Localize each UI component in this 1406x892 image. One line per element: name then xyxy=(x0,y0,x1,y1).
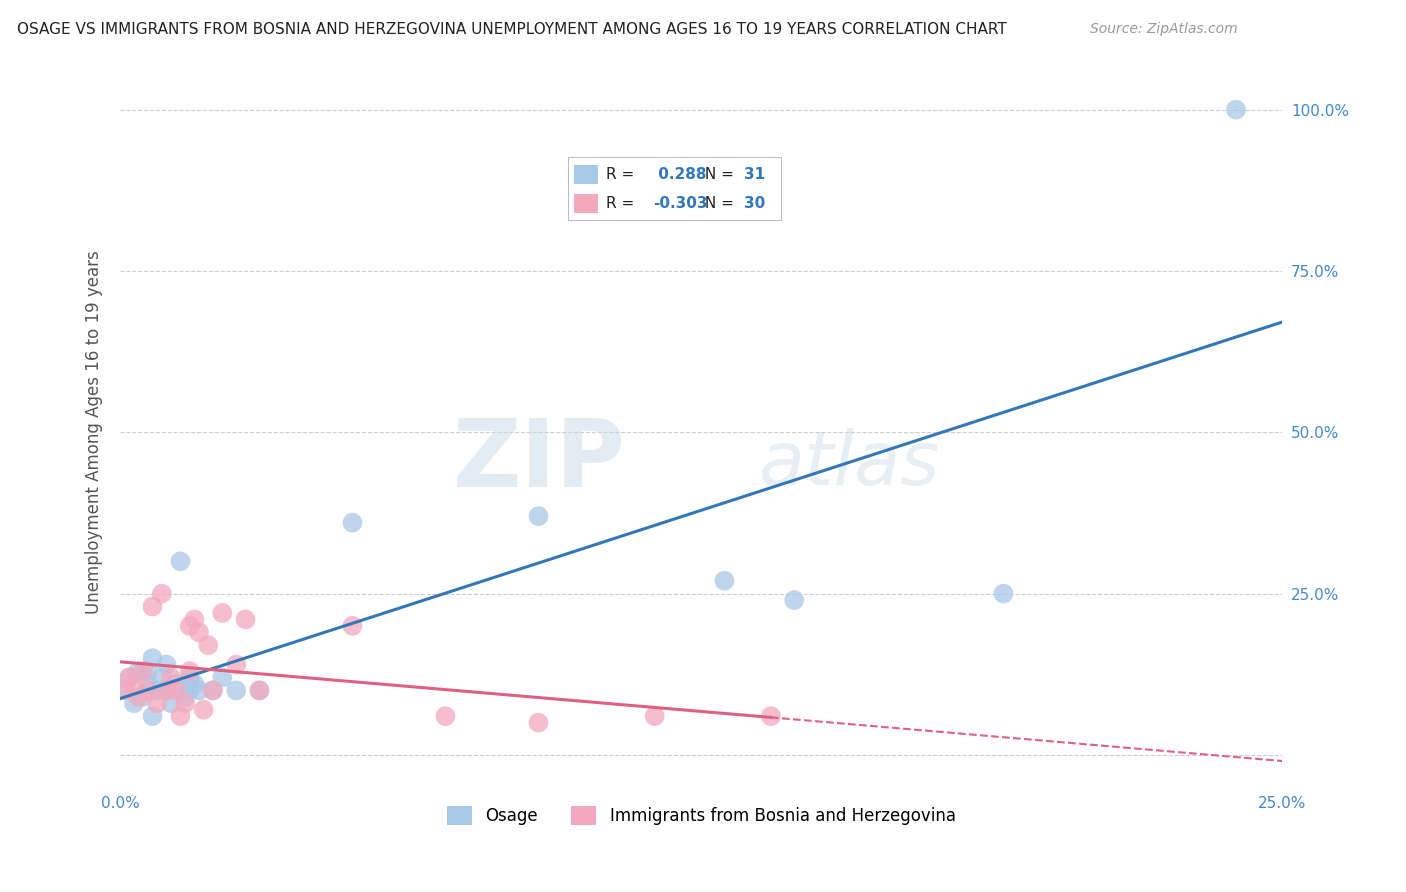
Point xyxy=(141,651,163,665)
Point xyxy=(342,516,364,530)
Point xyxy=(118,671,141,685)
Y-axis label: Unemployment Among Ages 16 to 19 years: Unemployment Among Ages 16 to 19 years xyxy=(86,251,103,615)
Point xyxy=(225,683,247,698)
Point xyxy=(136,664,159,678)
Point xyxy=(136,677,159,691)
Point xyxy=(141,599,163,614)
Point xyxy=(165,677,187,691)
Point xyxy=(128,690,150,704)
Point xyxy=(759,709,782,723)
Point xyxy=(783,593,806,607)
Point xyxy=(527,509,550,524)
Text: 31: 31 xyxy=(744,168,765,182)
Text: atlas: atlas xyxy=(759,428,941,500)
Text: Source: ZipAtlas.com: Source: ZipAtlas.com xyxy=(1090,22,1237,37)
Point xyxy=(128,664,150,678)
Point xyxy=(155,657,177,672)
Point xyxy=(179,619,201,633)
Text: R =: R = xyxy=(606,168,640,182)
Text: 30: 30 xyxy=(744,196,766,211)
Point xyxy=(155,683,177,698)
Point xyxy=(179,664,201,678)
Point xyxy=(141,709,163,723)
Point xyxy=(713,574,735,588)
Point xyxy=(169,709,191,723)
Point xyxy=(644,709,666,723)
Point xyxy=(122,696,145,710)
Text: R =: R = xyxy=(606,196,640,211)
Text: -0.303: -0.303 xyxy=(652,196,707,211)
Point xyxy=(211,671,233,685)
Point xyxy=(146,696,169,710)
Point xyxy=(342,619,364,633)
Point xyxy=(179,671,201,685)
Bar xyxy=(575,194,598,213)
Point xyxy=(188,683,211,698)
Point xyxy=(249,683,271,698)
Point xyxy=(193,703,215,717)
Text: N =: N = xyxy=(700,196,738,211)
Point xyxy=(122,677,145,691)
Text: ZIP: ZIP xyxy=(453,415,626,507)
Point xyxy=(150,671,173,685)
Point xyxy=(118,671,141,685)
Point xyxy=(201,683,224,698)
Point xyxy=(165,683,187,698)
Point xyxy=(155,683,177,698)
Legend: Osage, Immigrants from Bosnia and Herzegovina: Osage, Immigrants from Bosnia and Herzeg… xyxy=(447,805,956,825)
Point xyxy=(249,683,271,698)
Point xyxy=(1225,103,1247,117)
Text: OSAGE VS IMMIGRANTS FROM BOSNIA AND HERZEGOVINA UNEMPLOYMENT AMONG AGES 16 TO 19: OSAGE VS IMMIGRANTS FROM BOSNIA AND HERZ… xyxy=(17,22,1007,37)
Bar xyxy=(575,165,598,185)
Point xyxy=(527,715,550,730)
Point xyxy=(211,606,233,620)
Point xyxy=(183,677,205,691)
Point xyxy=(160,671,183,685)
Point xyxy=(235,612,257,626)
Point xyxy=(188,625,211,640)
Text: N =: N = xyxy=(700,168,738,182)
Point xyxy=(197,638,219,652)
Point xyxy=(179,683,201,698)
Point xyxy=(174,690,197,704)
Point xyxy=(434,709,457,723)
Point xyxy=(169,554,191,568)
Text: 0.288: 0.288 xyxy=(652,168,707,182)
Point xyxy=(114,683,136,698)
Point xyxy=(114,683,136,698)
Point xyxy=(201,683,224,698)
Point xyxy=(136,683,159,698)
Point xyxy=(183,612,205,626)
Point xyxy=(225,657,247,672)
Point xyxy=(174,696,197,710)
Point xyxy=(160,696,183,710)
Point xyxy=(132,690,155,704)
Point xyxy=(146,683,169,698)
Point xyxy=(132,664,155,678)
Point xyxy=(993,586,1015,600)
Point xyxy=(150,586,173,600)
